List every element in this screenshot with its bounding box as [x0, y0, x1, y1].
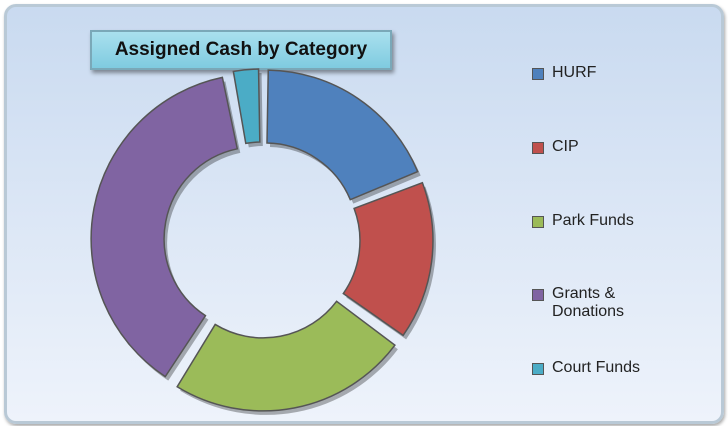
donut-slice: [176, 300, 396, 412]
legend-item: HURF: [532, 64, 682, 82]
donut-slice: [266, 69, 419, 201]
legend-swatch: [532, 142, 544, 154]
legend-item: Court Funds: [532, 359, 682, 377]
legend-item: CIP: [532, 138, 682, 156]
legend-item: Grants & Donations: [532, 285, 682, 321]
donut-slice: [342, 181, 434, 337]
legend-swatch: [532, 68, 544, 80]
legend-label: Park Funds: [552, 212, 634, 229]
donut-slice: [232, 68, 261, 145]
legend-swatch: [532, 216, 544, 228]
legend-label: Court Funds: [552, 359, 641, 376]
legend-label: HURF: [552, 64, 597, 81]
legend-item: Park Funds: [532, 212, 682, 230]
legend-label: Grants & Donations: [552, 285, 625, 320]
donut-slice: [90, 76, 239, 378]
chart-title: Assigned Cash by Category: [90, 30, 392, 70]
legend-swatch: [532, 289, 544, 301]
legend-label: CIP: [552, 138, 579, 155]
legend-swatch: [532, 363, 544, 375]
